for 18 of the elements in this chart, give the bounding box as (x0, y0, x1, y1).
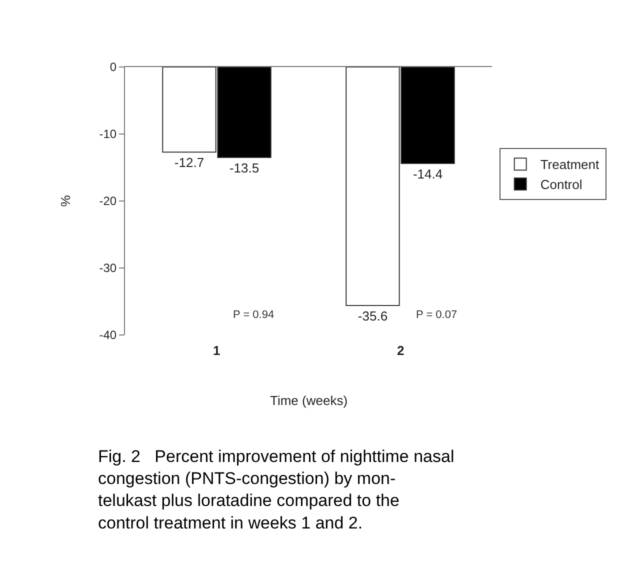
y-axis-title: % (58, 194, 74, 207)
x-tick-label: 1 (213, 343, 220, 358)
x-axis-title: Time (weeks) (270, 393, 348, 408)
y-tick-label: -40 (99, 328, 117, 342)
caption: Fig. 2 Percent improvement of nighttime nasal congestion (PNTS-congestion) by mon- telukast plus loratadine compared to the control treatment in weeks 1 and 2. (98, 447, 454, 532)
y-tick-label: -30 (99, 261, 117, 276)
y-tick-label: -20 (99, 194, 117, 208)
annotation: P = 0.94 (233, 309, 274, 321)
legend-label: Control (540, 177, 582, 192)
data-label: -12.7 (174, 155, 204, 170)
y-tick-label: 0 (110, 60, 117, 74)
data-label: -13.5 (229, 160, 260, 176)
data-label: -35.6 (358, 308, 388, 324)
annotation: P = 0.07 (416, 309, 458, 321)
data-label: -14.4 (412, 166, 443, 182)
x-tick-label: 2 (397, 343, 404, 358)
legend-label: Treatment (540, 157, 600, 172)
y-tick-label: -10 (99, 127, 117, 142)
